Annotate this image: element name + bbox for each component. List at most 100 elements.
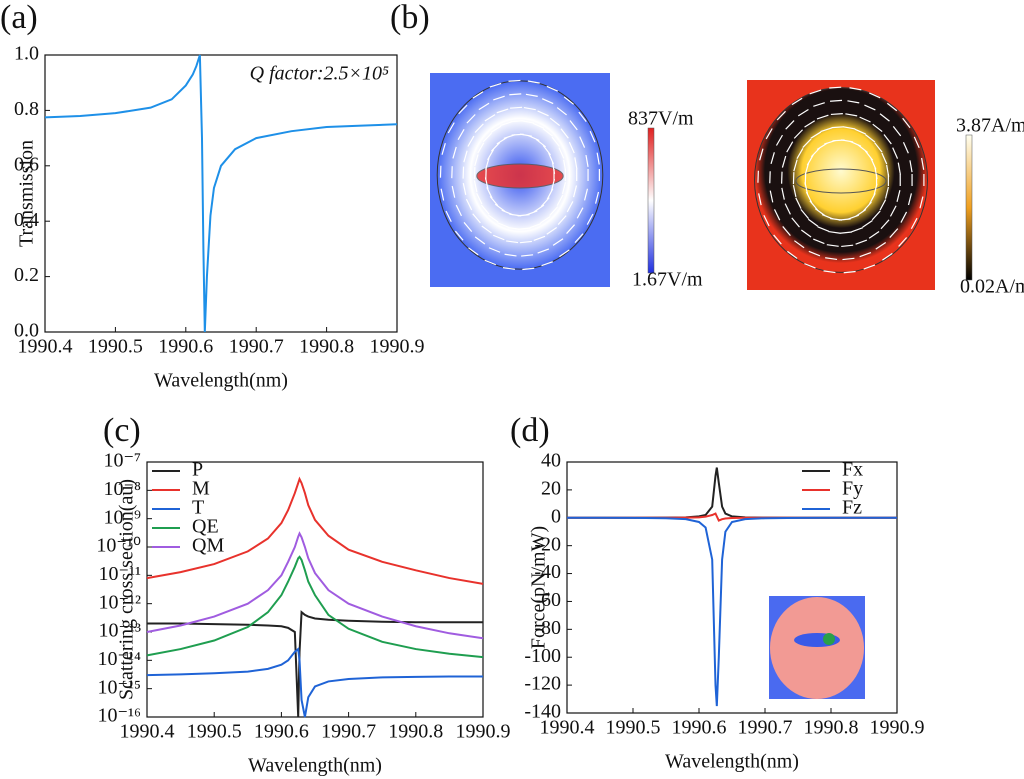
field-arrow	[806, 154, 814, 166]
field-arrow	[892, 147, 899, 159]
field-arrow	[765, 128, 773, 140]
field-arrow	[810, 131, 822, 139]
field-arrow	[862, 201, 872, 212]
field-arrow	[859, 251, 872, 258]
y-tick-label: 10⁻¹¹	[98, 563, 141, 585]
field-arrow	[509, 93, 522, 96]
y-tick-label: 10⁻¹²	[98, 591, 141, 613]
field-arrow	[532, 122, 545, 129]
field-arrow	[787, 250, 798, 259]
field-arrow	[476, 192, 483, 205]
field-arrow	[826, 244, 839, 247]
field-arrow	[484, 114, 496, 122]
y-tick-label: 10⁻¹⁴	[97, 648, 141, 670]
field-arrow	[896, 190, 901, 202]
x-tick-label: 1990.8	[388, 721, 443, 743]
plot-frame	[566, 461, 898, 714]
field-arrow	[474, 123, 484, 133]
field-arrow	[886, 164, 890, 177]
field-arrow	[919, 196, 924, 209]
field-arrow	[462, 183, 467, 196]
legend-label: Fx	[842, 459, 863, 481]
field-arrow	[519, 240, 532, 244]
field-arrow	[458, 104, 468, 115]
field-arrow	[477, 142, 485, 154]
y-tick-label: -40	[534, 561, 561, 583]
y-axis-label: Force(pN/mW)	[528, 526, 550, 649]
field-arrow	[792, 185, 797, 197]
x-tick-label: 1990.8	[804, 717, 859, 739]
field-arrow	[490, 142, 501, 152]
legend-label: Fy	[842, 478, 863, 500]
field-arrow	[791, 217, 800, 228]
field-arrow	[537, 248, 550, 254]
x-tick-label: 1990.6	[158, 336, 213, 358]
field-arrow	[569, 120, 578, 131]
data-line	[44, 54, 398, 333]
field-arrow	[874, 142, 883, 153]
data-line	[567, 516, 897, 707]
field-arrow	[883, 134, 892, 145]
field-arrow	[868, 92, 881, 99]
data-line	[146, 647, 483, 718]
field-arrow	[797, 108, 809, 117]
field-arrow	[533, 204, 545, 213]
field-arrow	[480, 204, 490, 215]
field-arrow	[892, 126, 902, 137]
field-arrow	[829, 86, 842, 89]
y-tick-label: 40	[541, 450, 561, 472]
panel-label: (d)	[510, 412, 550, 449]
y-axis-label: Transmission	[16, 140, 38, 247]
field-arrow	[572, 185, 578, 198]
field-arrow	[823, 270, 836, 274]
y-tick-label: 0	[551, 505, 561, 527]
field-arrow	[881, 152, 888, 165]
field-arrow	[546, 227, 558, 235]
field-arrow	[578, 111, 587, 122]
field-arrow	[763, 214, 770, 227]
y-tick-label: 20	[541, 477, 561, 499]
field-arrow	[871, 210, 881, 221]
x-tick-label: 1990.7	[738, 717, 793, 739]
field-arrow	[527, 80, 540, 84]
field-arrow	[551, 136, 560, 147]
field-arrow	[773, 209, 781, 221]
field-arrow	[463, 222, 473, 232]
field-arrow	[820, 127, 833, 133]
data-line	[146, 476, 484, 585]
field-arrow	[875, 241, 887, 250]
field-arrow	[472, 91, 484, 99]
field-arrow	[500, 121, 512, 127]
field-arrow	[508, 79, 521, 82]
field-arrow	[854, 128, 866, 135]
field-arrow	[451, 185, 456, 198]
field-arrow	[843, 270, 856, 274]
field-arrow	[472, 213, 481, 224]
field-arrow	[537, 110, 549, 117]
field-arrow	[478, 102, 490, 111]
field-arrow	[589, 130, 596, 143]
x-tick-label: 1990.4	[120, 721, 175, 743]
field-arrow	[560, 128, 569, 139]
y-tick-label: 10⁻⁸	[103, 478, 141, 500]
field-arrow	[533, 235, 546, 241]
field-resonator	[754, 87, 928, 273]
field-arrow	[490, 125, 502, 133]
field-arrow	[889, 228, 899, 238]
field-arrow	[522, 267, 535, 271]
field-arrow	[452, 146, 457, 159]
field-arrow	[770, 152, 775, 165]
field-arrow	[784, 203, 791, 215]
field-arrow	[884, 186, 890, 199]
field-arrow	[497, 222, 509, 228]
field-arrow	[802, 138, 812, 148]
field-arrow	[800, 209, 810, 219]
field-arrow	[879, 113, 890, 122]
field-arrow	[541, 98, 554, 105]
field-arrow	[586, 213, 594, 225]
x-tick-label: 1990.7	[321, 721, 376, 743]
field-arrow	[455, 204, 463, 217]
field-arrow	[809, 89, 822, 95]
field-arrow	[900, 211, 908, 223]
field-arrow	[521, 254, 534, 257]
